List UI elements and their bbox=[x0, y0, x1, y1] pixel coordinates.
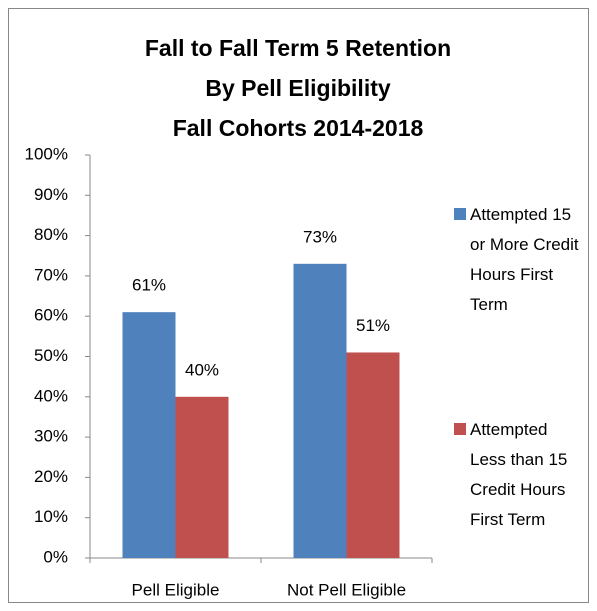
chart-title: By Pell Eligibility bbox=[205, 75, 391, 101]
y-tick-label: 80% bbox=[34, 225, 68, 244]
y-tick-label: 60% bbox=[34, 306, 68, 325]
chart-title: Fall to Fall Term 5 Retention bbox=[145, 35, 451, 61]
y-tick-label: 70% bbox=[34, 265, 68, 284]
data-label: 73% bbox=[303, 227, 337, 246]
legend-swatch bbox=[454, 208, 466, 220]
y-tick-label: 0% bbox=[43, 547, 68, 566]
y-tick-label: 100% bbox=[25, 144, 68, 163]
bar bbox=[346, 352, 400, 558]
chart-title: Fall Cohorts 2014-2018 bbox=[173, 115, 424, 141]
bar bbox=[122, 312, 176, 558]
legend-label: Attempted 15 or More Credit Hours First … bbox=[470, 205, 579, 314]
y-tick-label: 30% bbox=[34, 427, 68, 446]
data-label: 51% bbox=[356, 316, 390, 335]
y-tick-label: 50% bbox=[34, 346, 68, 365]
legend-swatch bbox=[454, 423, 466, 435]
y-tick-label: 20% bbox=[34, 467, 68, 486]
data-label: 61% bbox=[132, 276, 166, 295]
y-tick-label: 90% bbox=[34, 185, 68, 204]
legend-label: Attempted Less than 15 Credit Hours Firs… bbox=[470, 420, 568, 529]
data-label: 40% bbox=[185, 360, 219, 379]
chart-border bbox=[8, 8, 589, 603]
x-tick-label: Not Pell Eligible bbox=[287, 580, 406, 599]
bar bbox=[175, 396, 229, 558]
bar bbox=[293, 263, 347, 558]
y-tick-label: 40% bbox=[34, 386, 68, 405]
x-tick-label: Pell Eligible bbox=[132, 580, 220, 599]
y-tick-label: 10% bbox=[34, 507, 68, 526]
